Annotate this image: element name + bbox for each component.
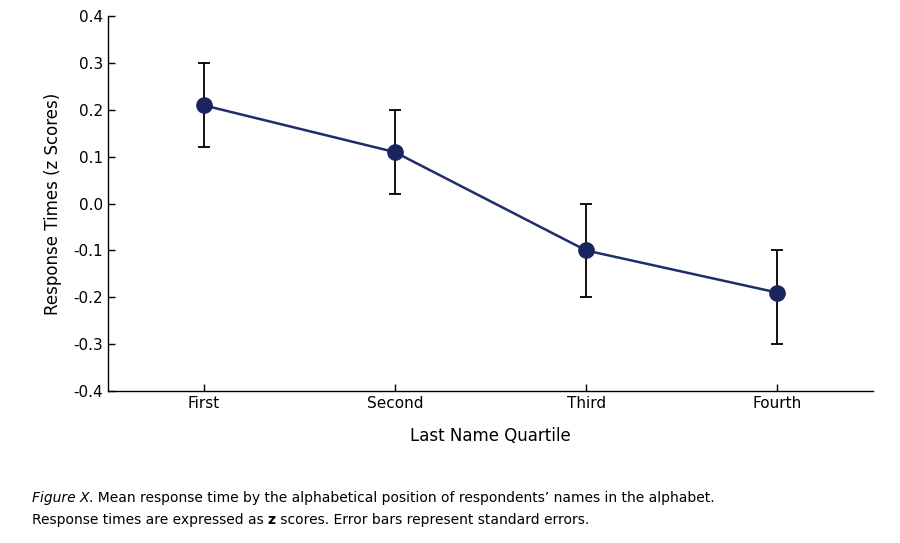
Y-axis label: Response Times (z Scores): Response Times (z Scores) — [44, 92, 62, 315]
Text: . Mean response time by the alphabetical position of respondents’ names in the a: . Mean response time by the alphabetical… — [89, 491, 715, 506]
X-axis label: Last Name Quartile: Last Name Quartile — [410, 427, 571, 445]
Text: Figure X: Figure X — [32, 491, 89, 506]
Text: Response times are expressed as: Response times are expressed as — [32, 513, 267, 527]
Text: scores. Error bars represent standard errors.: scores. Error bars represent standard er… — [275, 513, 589, 527]
Text: z: z — [267, 513, 275, 527]
